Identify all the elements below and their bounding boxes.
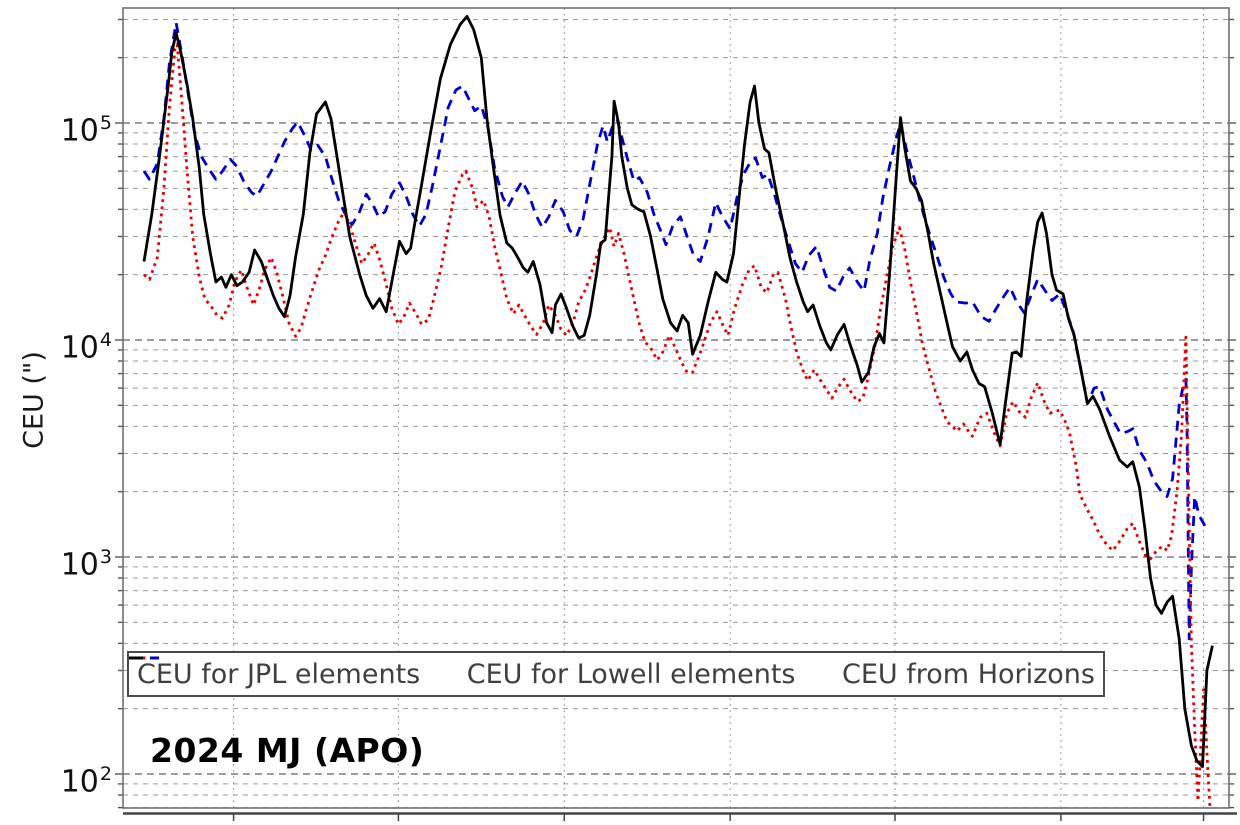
y-tick-label-1e5: 105 — [0, 101, 112, 153]
legend-label: CEU for JPL elements — [137, 658, 421, 690]
series-horizons-line — [142, 14, 1214, 769]
y-tick-exponent: 3 — [99, 546, 112, 568]
object-designation: 2024 MJ (APO) — [150, 731, 425, 770]
y-tick-base: 10 — [60, 764, 99, 800]
y-tick-exponent: 2 — [99, 763, 112, 785]
y-tick-exponent: 4 — [99, 329, 112, 351]
legend-item-horizons: CEU from Horizons — [129, 656, 1095, 690]
y-tick-base: 10 — [60, 113, 99, 149]
y-tick-base: 10 — [60, 330, 99, 366]
y-tick-label-1e3: 103 — [0, 535, 112, 587]
legend-item-lowell: CEU for Lowell elements — [129, 656, 796, 690]
legend: CEU for JPL elements CEU for Lowell eleme… — [127, 651, 1105, 697]
legend-sample-solid-icon — [129, 656, 143, 660]
legend-label: CEU for Lowell elements — [466, 658, 796, 690]
legend-label: CEU from Horizons — [842, 658, 1095, 690]
y-tick-label-1e4: 104 — [0, 318, 112, 370]
legend-item-jpl: CEU for JPL elements — [129, 656, 421, 690]
series-jpl-line — [142, 21, 1208, 641]
y-tick-base: 10 — [60, 547, 99, 583]
y-tick-label-1e2: 102 — [0, 752, 112, 804]
y-tick-exponent: 5 — [99, 112, 112, 134]
plot-frame — [122, 7, 1230, 809]
